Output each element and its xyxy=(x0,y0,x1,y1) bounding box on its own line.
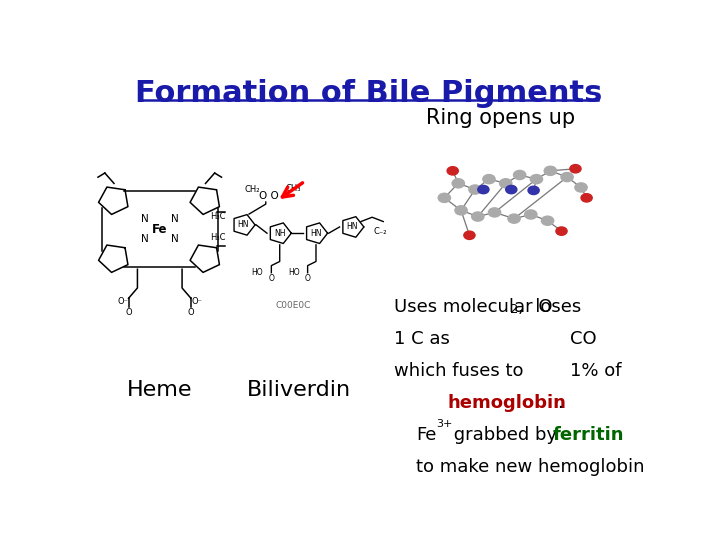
Text: O: O xyxy=(125,308,132,316)
Text: H₃C: H₃C xyxy=(210,212,226,221)
Text: .: . xyxy=(557,394,563,411)
Circle shape xyxy=(452,179,464,188)
Circle shape xyxy=(472,212,484,221)
Text: C00E0C: C00E0C xyxy=(276,301,311,310)
Circle shape xyxy=(525,210,537,219)
Circle shape xyxy=(530,174,543,184)
Text: O: O xyxy=(188,308,194,316)
Text: N: N xyxy=(171,214,179,224)
Circle shape xyxy=(464,231,475,239)
Text: H₃C: H₃C xyxy=(210,233,226,242)
Text: Uses molecular O: Uses molecular O xyxy=(394,298,553,316)
Text: N: N xyxy=(171,234,179,245)
Text: C₋₂: C₋₂ xyxy=(374,227,387,235)
Text: CH₂: CH₂ xyxy=(244,185,260,194)
Text: Fe: Fe xyxy=(416,426,437,444)
Text: CO: CO xyxy=(570,329,596,348)
Text: O: O xyxy=(305,274,310,282)
Text: to make new hemoglobin: to make new hemoglobin xyxy=(416,458,645,476)
Circle shape xyxy=(581,194,593,202)
Text: HN: HN xyxy=(346,222,358,232)
Text: O⁻: O⁻ xyxy=(191,297,202,306)
Text: 2: 2 xyxy=(510,303,518,316)
Text: 3+: 3+ xyxy=(436,419,452,429)
Circle shape xyxy=(570,165,581,173)
Circle shape xyxy=(528,186,539,194)
Text: Ring opens up: Ring opens up xyxy=(426,109,575,129)
Text: ferritin: ferritin xyxy=(552,426,624,444)
Circle shape xyxy=(561,172,573,181)
Text: O⁻: O⁻ xyxy=(117,297,128,306)
Circle shape xyxy=(500,179,512,188)
Text: Heme: Heme xyxy=(127,380,192,400)
Circle shape xyxy=(508,214,521,223)
Circle shape xyxy=(541,216,554,225)
Text: N: N xyxy=(141,234,148,245)
Text: 1 C as: 1 C as xyxy=(394,329,450,348)
Text: 1% of: 1% of xyxy=(570,362,621,380)
Circle shape xyxy=(438,193,451,202)
Circle shape xyxy=(469,185,481,194)
Text: NH: NH xyxy=(274,229,285,238)
Text: Fe: Fe xyxy=(152,222,168,235)
Text: HO: HO xyxy=(288,268,300,277)
Text: ,  loses: , loses xyxy=(518,298,581,316)
Text: HN: HN xyxy=(238,220,249,230)
Circle shape xyxy=(478,185,489,194)
Circle shape xyxy=(556,227,567,235)
Text: CH₃: CH₃ xyxy=(286,184,302,193)
Circle shape xyxy=(505,185,517,194)
Text: Biliverdin: Biliverdin xyxy=(247,380,351,400)
Text: grabbed by: grabbed by xyxy=(449,426,563,444)
Text: O: O xyxy=(269,274,274,282)
Text: N: N xyxy=(141,214,148,224)
Circle shape xyxy=(455,206,467,215)
Text: O O: O O xyxy=(258,191,279,201)
Text: Formation of Bile Pigments: Formation of Bile Pigments xyxy=(135,79,603,109)
Circle shape xyxy=(483,174,495,184)
Circle shape xyxy=(575,183,588,192)
Text: HN: HN xyxy=(310,229,322,238)
Circle shape xyxy=(447,167,458,175)
Text: hemoglobin: hemoglobin xyxy=(447,394,566,411)
Circle shape xyxy=(544,166,557,176)
Text: HO: HO xyxy=(251,268,264,277)
Circle shape xyxy=(488,208,500,217)
Text: which fuses to: which fuses to xyxy=(394,362,523,380)
Circle shape xyxy=(513,171,526,180)
